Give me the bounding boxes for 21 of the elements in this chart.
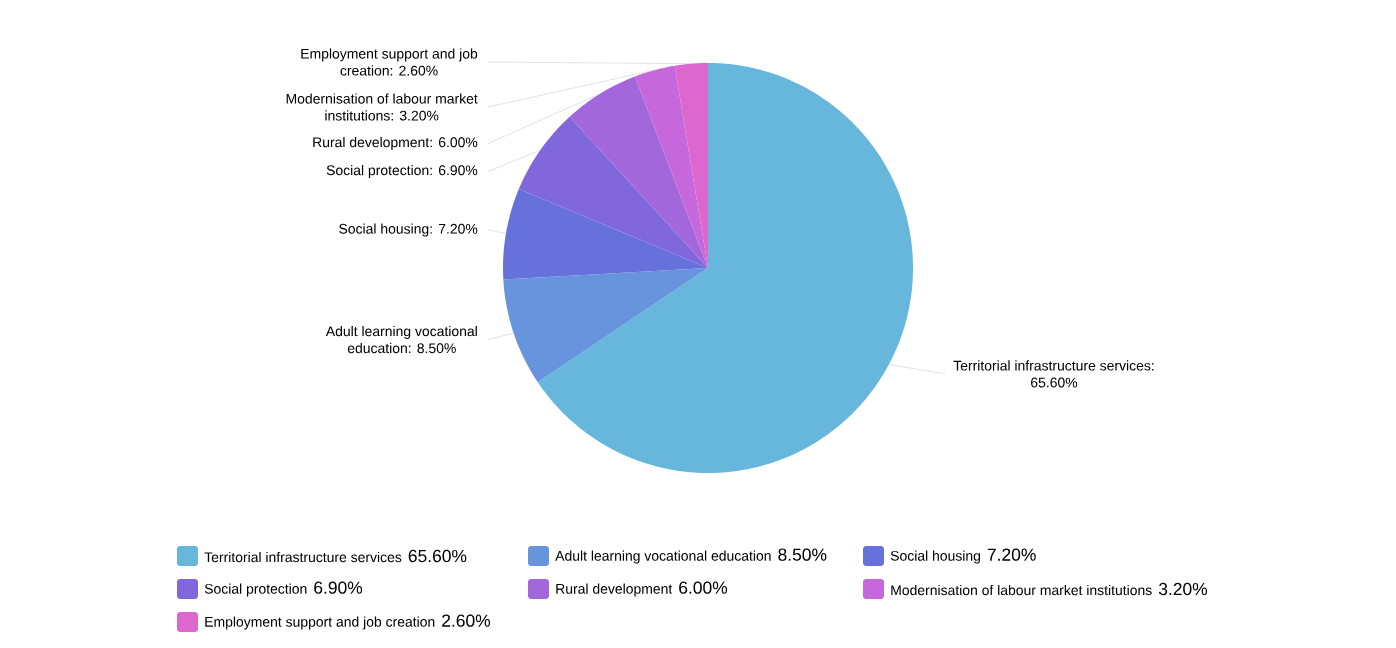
- text: Modernisation of labour market institutions: 3.20%: [286, 93, 478, 121]
- text: Social protection: 6.90%: [326, 164, 478, 178]
- data-label: 6.90%: [314, 581, 363, 594]
- legend-label: Employment support and job creation: [205, 616, 435, 630]
- data-label: 7.20%: [987, 548, 1036, 561]
- legend-label: Rural development: [556, 583, 673, 597]
- data-label: 65.60%: [408, 549, 467, 563]
- text: Rural development: 6.00%: [313, 136, 478, 150]
- text: Territorial infrastructure services: 65.60%: [953, 360, 1154, 388]
- legend-label: Social housing: [890, 550, 981, 564]
- data-label: 8.50%: [778, 548, 827, 561]
- data-label: 2.60%: [442, 614, 491, 627]
- data-label: 6.00%: [679, 581, 728, 594]
- legend-label: Social protection: [204, 583, 307, 597]
- data-label: 3.20%: [1158, 582, 1208, 596]
- legend-label: Adult learning vocational education: [555, 550, 771, 564]
- text: Adult learning vocational education: 8.50%: [325, 325, 477, 354]
- legend-label: Modernisation of labour market institutions: [891, 584, 1152, 596]
- legend-label: Territorial infrastructure services: [204, 551, 402, 563]
- text: Employment support and job creation: 2.60%: [301, 48, 478, 76]
- text: Social housing: 7.20%: [339, 223, 478, 237]
